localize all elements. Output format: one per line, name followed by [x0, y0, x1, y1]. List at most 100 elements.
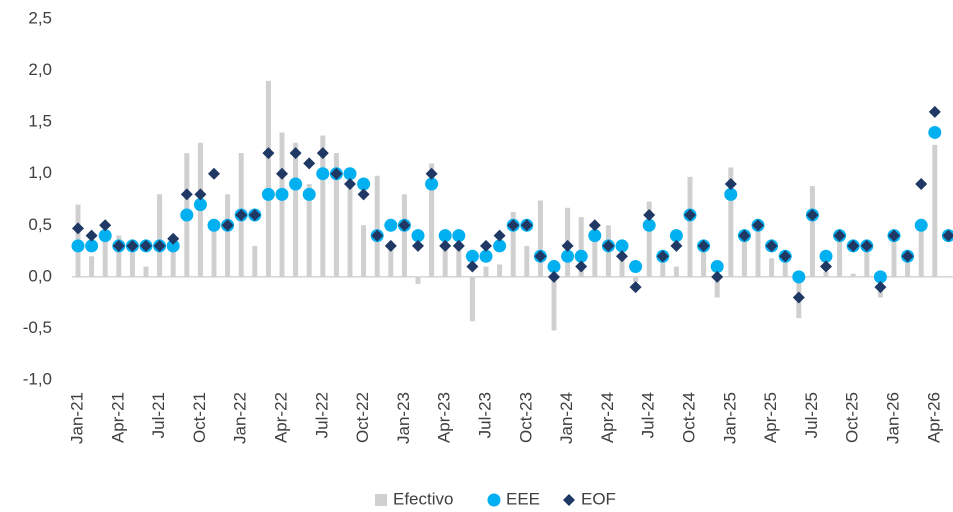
x-tick-label: Oct-21	[190, 392, 209, 443]
bar	[279, 132, 285, 277]
bar	[660, 256, 666, 277]
bar	[293, 142, 299, 277]
eof-point	[99, 219, 112, 232]
x-tick-label: Jan-25	[720, 392, 739, 444]
eof-point	[833, 229, 846, 242]
eof-point	[140, 239, 152, 252]
eof-point	[248, 208, 261, 221]
bar	[143, 266, 149, 277]
bar	[225, 194, 231, 277]
eof-point	[656, 250, 669, 263]
eof-point	[752, 219, 764, 232]
eof-point	[779, 250, 792, 263]
eof-point	[289, 147, 302, 160]
eof-point	[371, 229, 384, 242]
eee-point	[615, 239, 629, 253]
bar	[89, 256, 95, 277]
eee-point	[669, 229, 683, 243]
bar	[769, 258, 775, 277]
eee-point	[465, 249, 479, 263]
eof-point	[820, 260, 832, 273]
bar	[578, 217, 584, 277]
eof-point	[194, 188, 207, 201]
eof-point	[548, 270, 560, 283]
bar	[823, 271, 829, 277]
eee-point	[574, 249, 588, 263]
x-tick-label: Apr-24	[598, 392, 617, 443]
eof-point	[507, 219, 520, 232]
eof-point	[384, 239, 397, 252]
eof-point	[792, 291, 805, 304]
eof-point	[344, 178, 356, 191]
eee-point	[275, 187, 289, 201]
eof-point	[616, 250, 628, 263]
bar	[265, 80, 271, 277]
eee-point	[193, 198, 207, 212]
eof-point	[303, 157, 316, 170]
eof-point	[208, 167, 220, 180]
eee-point	[384, 218, 398, 232]
bar	[714, 276, 720, 298]
eof-point	[180, 188, 193, 201]
legend-label: Efectivo	[393, 489, 453, 508]
eee-point	[357, 177, 371, 191]
y-tick-label: 1,0	[28, 163, 52, 182]
eee-point	[724, 187, 738, 201]
eof-point	[561, 239, 574, 252]
eee-point	[71, 239, 85, 253]
bar	[524, 245, 530, 277]
eof-point	[738, 229, 751, 242]
bar	[592, 230, 598, 277]
eof-point	[480, 239, 492, 252]
eof-point	[153, 239, 166, 252]
eee-point	[710, 260, 724, 274]
eof-point	[439, 239, 452, 252]
x-tick-label: Jul-22	[312, 392, 331, 438]
eof-point	[901, 250, 914, 263]
x-tick-label: Apr-21	[108, 392, 127, 443]
eof-point	[874, 281, 887, 294]
bar	[905, 256, 911, 277]
eee-point	[819, 249, 833, 263]
bar	[782, 256, 788, 277]
x-tick-label: Jan-24	[557, 392, 576, 444]
eof-point	[235, 208, 248, 221]
eof-point	[575, 260, 588, 273]
bar	[619, 256, 625, 277]
eof-point	[534, 250, 547, 263]
eof-point	[398, 219, 411, 232]
bar	[891, 235, 897, 277]
x-tick-label: Oct-22	[353, 392, 372, 443]
eof-point	[493, 229, 506, 242]
legend-swatch	[563, 494, 575, 506]
bar	[850, 273, 856, 277]
y-tick-label: 0,0	[28, 266, 52, 285]
eof-point	[425, 167, 438, 180]
eof-point	[724, 178, 737, 191]
eof-point	[85, 229, 98, 242]
x-tick-label: Jul-24	[639, 392, 658, 438]
bar	[864, 245, 870, 277]
eof-point	[697, 239, 710, 252]
eof-point	[452, 239, 465, 252]
eof-point	[629, 281, 642, 294]
x-tick-label: Jan-26	[883, 392, 902, 444]
y-tick-label: 0,5	[28, 215, 52, 234]
x-tick-label: Apr-22	[271, 392, 290, 443]
eee-point	[289, 177, 303, 191]
eof-point	[357, 188, 370, 201]
eof-point	[670, 239, 683, 252]
bar	[102, 230, 108, 277]
eee-point	[928, 125, 942, 139]
eof-point	[276, 167, 288, 180]
bar	[442, 235, 448, 277]
bar	[306, 184, 312, 277]
eee-point	[98, 229, 112, 243]
eee-point	[873, 270, 887, 284]
bar	[252, 245, 258, 277]
bar	[741, 235, 747, 277]
eof-point	[72, 222, 84, 235]
bar	[116, 235, 122, 277]
eof-point	[942, 229, 953, 242]
